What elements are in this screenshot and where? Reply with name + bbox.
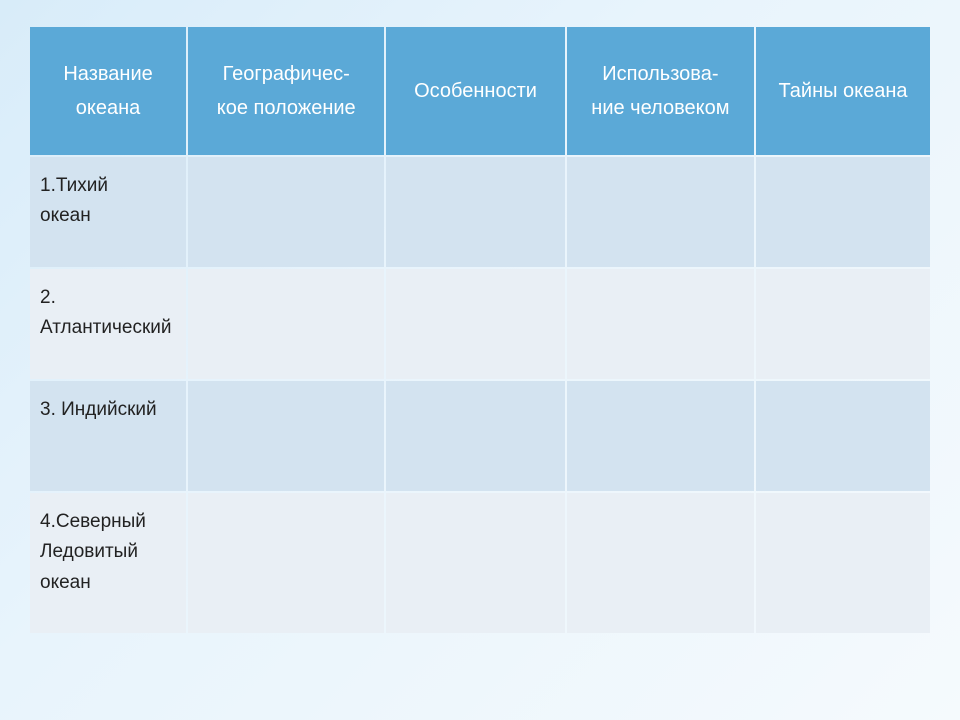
table-row: 3. Индийский — [30, 381, 930, 491]
table-header-row: Название океана Географичес- кое положен… — [30, 27, 930, 155]
table-row: 2. Атлантический — [30, 269, 930, 379]
cell-secrets — [756, 381, 930, 491]
table-row: 1.Тихий океан — [30, 157, 930, 267]
cell-secrets — [756, 493, 930, 633]
col-header-name: Название океана — [30, 27, 186, 155]
cell-usage — [567, 493, 754, 633]
cell-ocean-name: 3. Индийский — [30, 381, 186, 491]
cell-secrets — [756, 157, 930, 267]
cell-geo — [188, 381, 384, 491]
cell-features — [386, 381, 564, 491]
cell-usage — [567, 269, 754, 379]
cell-geo — [188, 269, 384, 379]
cell-usage — [567, 381, 754, 491]
cell-ocean-name: 4.Северный Ледовитый океан — [30, 493, 186, 633]
cell-features — [386, 493, 564, 633]
col-header-secrets: Тайны океана — [756, 27, 930, 155]
cell-features — [386, 157, 564, 267]
cell-ocean-name: 1.Тихий океан — [30, 157, 186, 267]
oceans-table: Название океана Географичес- кое положен… — [28, 25, 932, 635]
col-header-features: Особенности — [386, 27, 564, 155]
cell-ocean-name: 2. Атлантический — [30, 269, 186, 379]
col-header-geo: Географичес- кое положение — [188, 27, 384, 155]
cell-secrets — [756, 269, 930, 379]
col-header-usage: Использова- ние человеком — [567, 27, 754, 155]
cell-usage — [567, 157, 754, 267]
cell-geo — [188, 157, 384, 267]
cell-features — [386, 269, 564, 379]
cell-geo — [188, 493, 384, 633]
table-row: 4.Северный Ледовитый океан — [30, 493, 930, 633]
